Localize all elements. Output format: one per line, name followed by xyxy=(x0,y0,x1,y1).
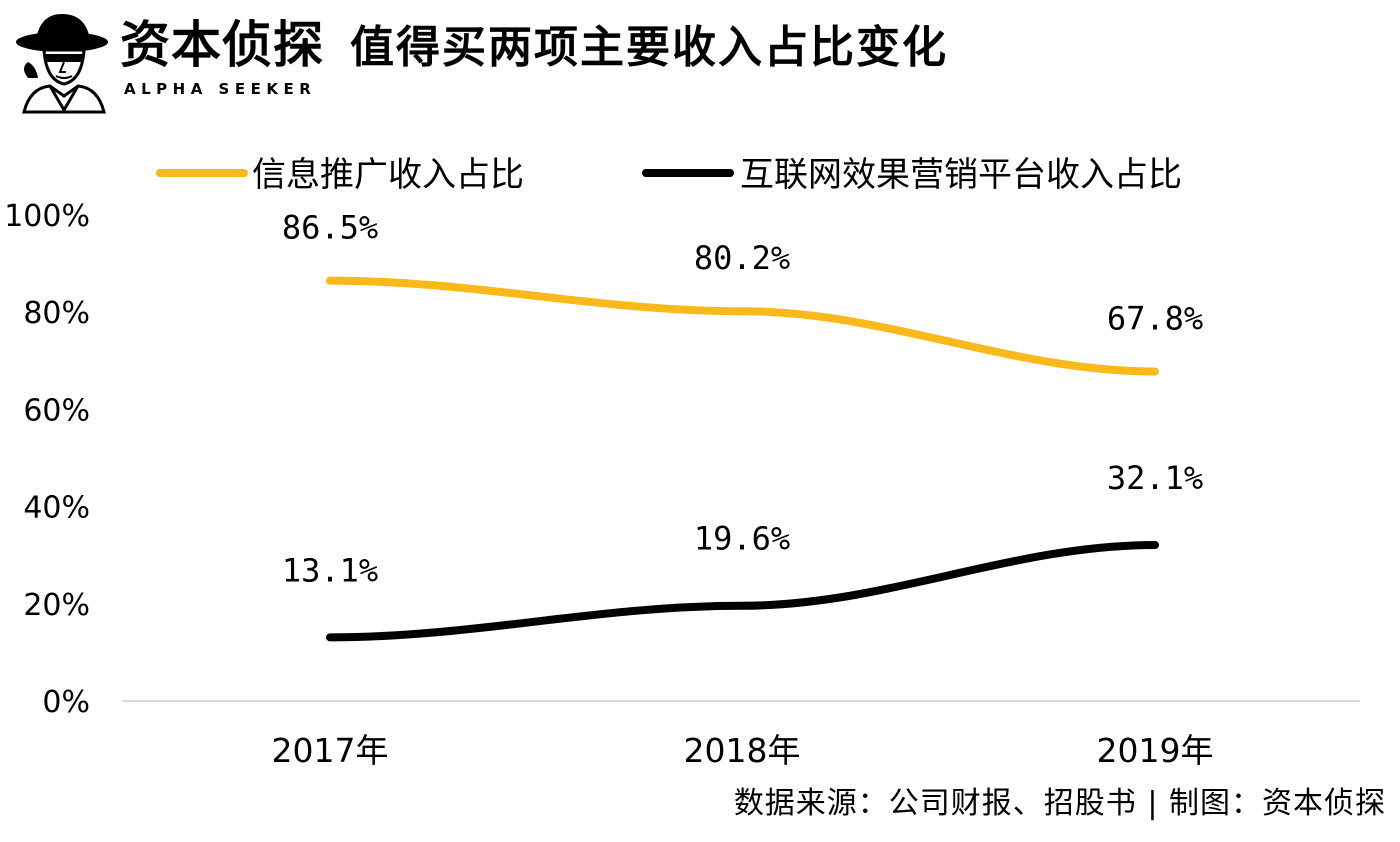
brand-name-cn: 资本侦探 xyxy=(120,16,324,74)
y-tick-label-20: 20% xyxy=(23,588,90,623)
y-tick-label-100: 100% xyxy=(4,199,90,234)
y-tick-label-60: 60% xyxy=(23,393,90,428)
data-label-promotion-2017: 86.5% xyxy=(282,209,378,247)
logo-glasses xyxy=(46,54,82,62)
data-labels: 86.5% 80.2% 67.8% 13.1% 19.6% 32.1% xyxy=(282,209,1203,590)
legend: 信息推广收入占比 互联网效果营销平台收入占比 xyxy=(156,155,1182,195)
brand-name-en: ALPHA SEEKER xyxy=(124,80,317,98)
y-tick-label-0: 0% xyxy=(42,685,90,720)
series-line-promotion xyxy=(326,276,1159,376)
series-line-marketing-platform xyxy=(326,540,1159,642)
logo-collar xyxy=(48,85,80,113)
source-note: 数据来源：公司财报、招股书 | 制图：资本侦探 xyxy=(733,786,1386,821)
logo-nose xyxy=(58,61,66,73)
detective-logo-icon xyxy=(16,14,108,114)
y-tick-label-80: 80% xyxy=(23,296,90,331)
data-label-marketing-platform-2019: 32.1% xyxy=(1107,459,1203,497)
data-label-promotion-2019: 67.8% xyxy=(1107,299,1203,337)
chart-title: 值得买两项主要收入占比变化 xyxy=(350,22,948,73)
logo-hat-crown xyxy=(36,14,90,40)
y-tick-label-40: 40% xyxy=(23,491,90,526)
y-axis: 0% 20% 40% 60% 80% 100% xyxy=(4,199,90,720)
x-tick-label-2019: 2019年 xyxy=(1097,731,1214,770)
logo-mouth xyxy=(55,75,73,79)
legend-label-promotion: 信息推广收入占比 xyxy=(252,155,524,195)
header: 资本侦探 ALPHA SEEKER 值得买两项主要收入占比变化 xyxy=(0,0,1400,120)
legend-label-marketing-platform: 互联网效果营销平台收入占比 xyxy=(740,155,1182,195)
logo-coat xyxy=(22,84,106,114)
data-label-promotion-2018: 80.2% xyxy=(694,239,790,277)
data-label-marketing-platform-2017: 13.1% xyxy=(282,551,378,589)
x-axis: 2017年 2018年 2019年 xyxy=(272,731,1214,770)
x-tick-label-2017: 2017年 xyxy=(272,731,389,770)
x-tick-label-2018: 2018年 xyxy=(684,731,801,770)
logo-hand xyxy=(24,62,38,78)
data-label-marketing-platform-2018: 19.6% xyxy=(694,520,790,558)
